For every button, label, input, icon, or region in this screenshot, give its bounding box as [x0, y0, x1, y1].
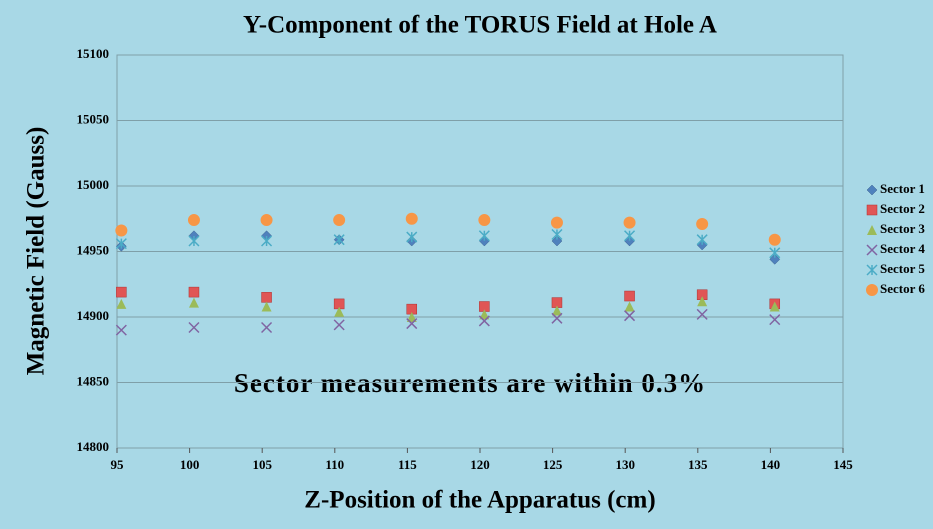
marker — [261, 235, 273, 247]
marker — [188, 235, 200, 247]
y-tick-label: 15000 — [77, 177, 110, 192]
marker — [697, 296, 708, 307]
marker — [623, 216, 636, 229]
x-tick-label: 105 — [252, 457, 272, 472]
legend-marker — [866, 204, 878, 216]
marker — [406, 318, 418, 330]
marker — [115, 238, 127, 250]
marker — [188, 321, 200, 334]
legend-label: Sector 6 — [880, 281, 925, 296]
marker — [405, 212, 418, 225]
marker — [624, 290, 635, 302]
legend-label: Sector 4 — [880, 241, 925, 256]
marker — [551, 228, 563, 241]
marker — [478, 230, 490, 242]
legend-label: Sector 1 — [880, 181, 925, 196]
marker — [551, 235, 563, 247]
marker — [696, 308, 708, 320]
y-tick-label: 15050 — [77, 111, 110, 126]
marker — [696, 217, 709, 230]
legend-marker — [866, 184, 878, 196]
y-tick-label: 14800 — [77, 439, 110, 454]
marker — [116, 286, 127, 298]
marker — [333, 214, 346, 227]
marker — [769, 247, 781, 259]
marker — [551, 312, 563, 324]
marker — [769, 254, 781, 265]
marker — [188, 297, 199, 308]
marker — [769, 314, 781, 326]
x-tick-label: 120 — [470, 457, 490, 472]
y-tick-label: 15100 — [77, 46, 110, 61]
marker — [333, 319, 345, 331]
marker — [187, 214, 200, 227]
marker — [260, 214, 273, 227]
series — [115, 228, 781, 259]
x-axis-label: Z-Position of the Apparatus (cm) — [304, 487, 655, 514]
legend-marker — [866, 264, 878, 276]
legend-marker — [867, 225, 877, 235]
x-tick-label: 130 — [615, 457, 635, 472]
chart-title: Y-Component of the TORUS Field at Hole A — [243, 12, 717, 39]
x-tick-label: 125 — [543, 457, 563, 472]
legend-label: Sector 3 — [880, 221, 925, 236]
marker — [334, 306, 345, 317]
marker — [624, 230, 636, 242]
x-tick-label: 95 — [111, 457, 125, 472]
marker — [478, 315, 490, 327]
marker — [768, 233, 781, 246]
marker — [769, 301, 780, 312]
x-tick-label: 115 — [398, 457, 417, 472]
legend-marker — [866, 244, 878, 256]
annotation: Sector measurements are within 0.3% — [234, 368, 706, 398]
legend-label: Sector 5 — [880, 261, 925, 276]
marker — [116, 298, 127, 309]
x-tick-label: 135 — [688, 457, 708, 472]
marker — [115, 324, 127, 336]
y-tick-label: 14900 — [77, 308, 110, 323]
marker — [261, 292, 272, 303]
y-tick-label: 14850 — [77, 373, 110, 388]
y-tick-label: 14950 — [77, 242, 110, 257]
series — [115, 308, 781, 336]
marker — [188, 286, 200, 298]
legend-marker — [866, 284, 878, 296]
marker — [479, 309, 490, 320]
marker — [624, 301, 635, 312]
series — [116, 296, 780, 322]
x-tick-label: 100 — [180, 457, 200, 472]
marker — [406, 231, 418, 243]
y-axis-label: Magnetic Field (Gauss) — [23, 127, 50, 376]
marker — [333, 234, 345, 246]
x-tick-label: 140 — [761, 457, 781, 472]
marker — [115, 224, 128, 237]
x-tick-label: 110 — [325, 457, 344, 472]
marker — [624, 310, 636, 322]
marker — [550, 216, 563, 229]
marker — [261, 301, 272, 312]
marker — [261, 321, 273, 334]
marker — [478, 214, 491, 227]
marker — [406, 312, 417, 322]
legend-label: Sector 2 — [880, 201, 925, 216]
marker — [696, 234, 708, 246]
x-tick-label: 145 — [833, 457, 853, 472]
marker — [551, 305, 562, 316]
series — [115, 212, 781, 246]
